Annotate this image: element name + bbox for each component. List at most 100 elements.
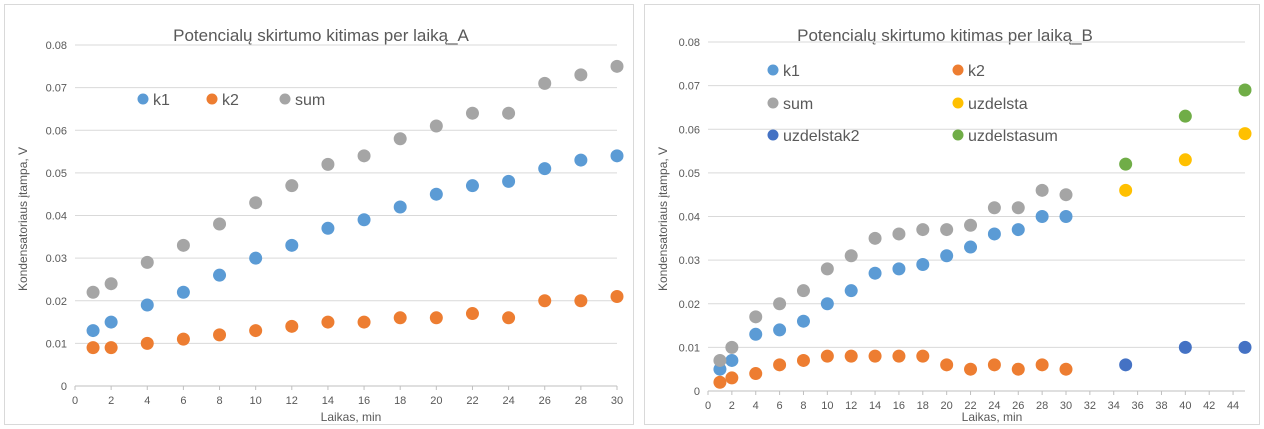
chart-a-point-k2 bbox=[249, 324, 263, 338]
chart-b-point-uzdelstasum bbox=[1119, 157, 1133, 171]
chart-a-y-tick-label: 0.01 bbox=[46, 338, 67, 350]
chart-b-point-k1 bbox=[773, 323, 787, 337]
chart-a-point-sum bbox=[140, 255, 154, 269]
chart-b-point-k1 bbox=[987, 227, 1001, 241]
chart-a-svg: Potencialų skirtumo kitimas per laiką_A … bbox=[16, 26, 624, 424]
chart-a-point-k1 bbox=[285, 238, 299, 252]
chart-b-y-tick-label: 0.02 bbox=[679, 299, 700, 311]
chart-b-x-tick-label: 18 bbox=[917, 400, 929, 412]
chart-b-point-k1 bbox=[940, 249, 954, 263]
chart-b-point-k1 bbox=[1035, 210, 1049, 223]
chart-a-x-tick-label: 26 bbox=[539, 395, 551, 407]
chart-a-point-sum bbox=[176, 238, 190, 252]
chart-b-point-k1 bbox=[820, 297, 834, 311]
chart-b-y-tick-label: 0.01 bbox=[679, 342, 700, 354]
chart-b-point-k1 bbox=[892, 262, 906, 276]
chart-b-point-uzdelsta bbox=[1119, 183, 1133, 197]
chart-b-point-sum bbox=[868, 231, 882, 245]
chart-b-point-sum bbox=[820, 262, 834, 276]
chart-a-point-k1 bbox=[502, 174, 516, 188]
chart-b-x-tick-label: 34 bbox=[1108, 400, 1120, 412]
chart-b-point-uzdelstak2 bbox=[1238, 340, 1252, 354]
chart-b-point-uzdelstasum bbox=[1238, 83, 1252, 97]
chart-b-point-sum bbox=[987, 201, 1001, 215]
chart-a-point-k1 bbox=[610, 149, 624, 163]
chart-a-y-tick-label: 0.08 bbox=[46, 40, 67, 52]
chart-a-x-tick-label: 2 bbox=[108, 395, 114, 407]
chart-a-y-tick-label: 0.02 bbox=[46, 296, 67, 308]
chart-b-point-sum bbox=[1035, 183, 1049, 197]
chart-a-point-k1 bbox=[538, 162, 552, 176]
chart-b-point-k2 bbox=[1011, 362, 1025, 376]
chart-a-y-tick-label: 0.07 bbox=[46, 83, 67, 95]
chart-a-point-k2 bbox=[574, 294, 588, 308]
chart-b-x-tick-label: 12 bbox=[845, 400, 857, 412]
chart-a-y-tick-label: 0.03 bbox=[46, 253, 67, 265]
chart-a-point-k1 bbox=[574, 153, 588, 167]
chart-a-x-tick-label: 8 bbox=[216, 395, 222, 407]
chart-a-x-tick-label: 24 bbox=[502, 395, 514, 407]
chart-a-x-tick-label: 30 bbox=[611, 395, 623, 407]
chart-a-point-k2 bbox=[213, 328, 227, 342]
chart-b-point-k1 bbox=[1011, 223, 1025, 237]
chart-b-point-sum bbox=[940, 223, 954, 237]
chart-a-point-k2 bbox=[140, 336, 154, 350]
chart-b-legend-label-k1: k1 bbox=[783, 63, 800, 80]
chart-a-point-sum bbox=[465, 106, 479, 120]
chart-b-x-tick-label: 32 bbox=[1084, 400, 1096, 412]
chart-a-x-axis-title: Laikas, min bbox=[321, 410, 382, 424]
chart-b-point-k2 bbox=[964, 362, 978, 376]
chart-b-point-k2 bbox=[1059, 362, 1073, 376]
chart-b-point-sum bbox=[713, 353, 727, 367]
chart-a-point-k2 bbox=[285, 319, 299, 333]
chart-a-point-sum bbox=[213, 217, 227, 231]
chart-a-point-k1 bbox=[140, 298, 154, 312]
chart-b-x-tick-label: 28 bbox=[1036, 400, 1048, 412]
chart-b-x-tick-label: 6 bbox=[777, 400, 783, 412]
chart-b-x-tick-label: 22 bbox=[964, 400, 976, 412]
chart-a-legend-marker-sum bbox=[279, 93, 291, 105]
chart-b-y-tick-label: 0.03 bbox=[679, 255, 700, 267]
chart-a-point-k2 bbox=[86, 341, 100, 355]
chart-b-legend-marker-k2 bbox=[952, 64, 964, 76]
chart-a-point-k2 bbox=[176, 332, 190, 346]
chart-a-point-k2 bbox=[502, 311, 516, 325]
chart-a-point-k1 bbox=[104, 315, 118, 329]
chart-b-point-k2 bbox=[713, 375, 727, 389]
chart-a-x-tick-label: 12 bbox=[286, 395, 298, 407]
chart-b-point-sum bbox=[725, 340, 739, 354]
chart-a-point-k1 bbox=[176, 285, 190, 299]
chart-a-legend-marker-k2 bbox=[206, 93, 218, 105]
chart-a-x-tick-label: 28 bbox=[575, 395, 587, 407]
chart-b-point-uzdelstak2 bbox=[1178, 340, 1192, 354]
chart-b-point-sum bbox=[749, 310, 763, 324]
chart-a-point-k1 bbox=[393, 200, 407, 214]
chart-a-point-k2 bbox=[465, 307, 479, 321]
chart-b-x-tick-label: 42 bbox=[1203, 400, 1215, 412]
chart-b-x-tick-label: 2 bbox=[729, 400, 735, 412]
chart-b-legend-label-uzdelstak2: uzdelstak2 bbox=[783, 128, 860, 145]
chart-b-x-tick-label: 20 bbox=[941, 400, 953, 412]
chart-a-point-sum bbox=[285, 179, 299, 193]
chart-a-point-sum bbox=[249, 196, 263, 210]
chart-a-x-tick-label: 6 bbox=[180, 395, 186, 407]
chart-a-point-sum bbox=[393, 132, 407, 146]
chart-b-legend-marker-k1 bbox=[767, 64, 779, 76]
chart-b-x-tick-label: 0 bbox=[705, 400, 711, 412]
chart-a-x-tick-label: 20 bbox=[430, 395, 442, 407]
chart-b-point-k2 bbox=[916, 349, 930, 363]
chart-b-x-tick-label: 38 bbox=[1155, 400, 1167, 412]
chart-a-point-sum bbox=[610, 59, 624, 73]
chart-b-svg: Potencialų skirtumo kitimas per laiką_B … bbox=[656, 26, 1252, 424]
chart-a-point-sum bbox=[429, 119, 443, 133]
chart-a-point-k2 bbox=[610, 289, 624, 303]
chart-a-point-k2 bbox=[538, 294, 552, 308]
chart-b-x-tick-label: 4 bbox=[753, 400, 759, 412]
chart-a-panel: Potencialų skirtumo kitimas per laiką_A … bbox=[4, 4, 634, 425]
chart-b-point-k2 bbox=[1035, 358, 1049, 372]
chart-a-point-k2 bbox=[357, 315, 371, 329]
chart-a-point-k1 bbox=[321, 221, 335, 235]
chart-b-y-tick-label: 0.07 bbox=[679, 81, 700, 93]
chart-b-point-k2 bbox=[796, 353, 810, 367]
chart-b-x-tick-label: 16 bbox=[893, 400, 905, 412]
